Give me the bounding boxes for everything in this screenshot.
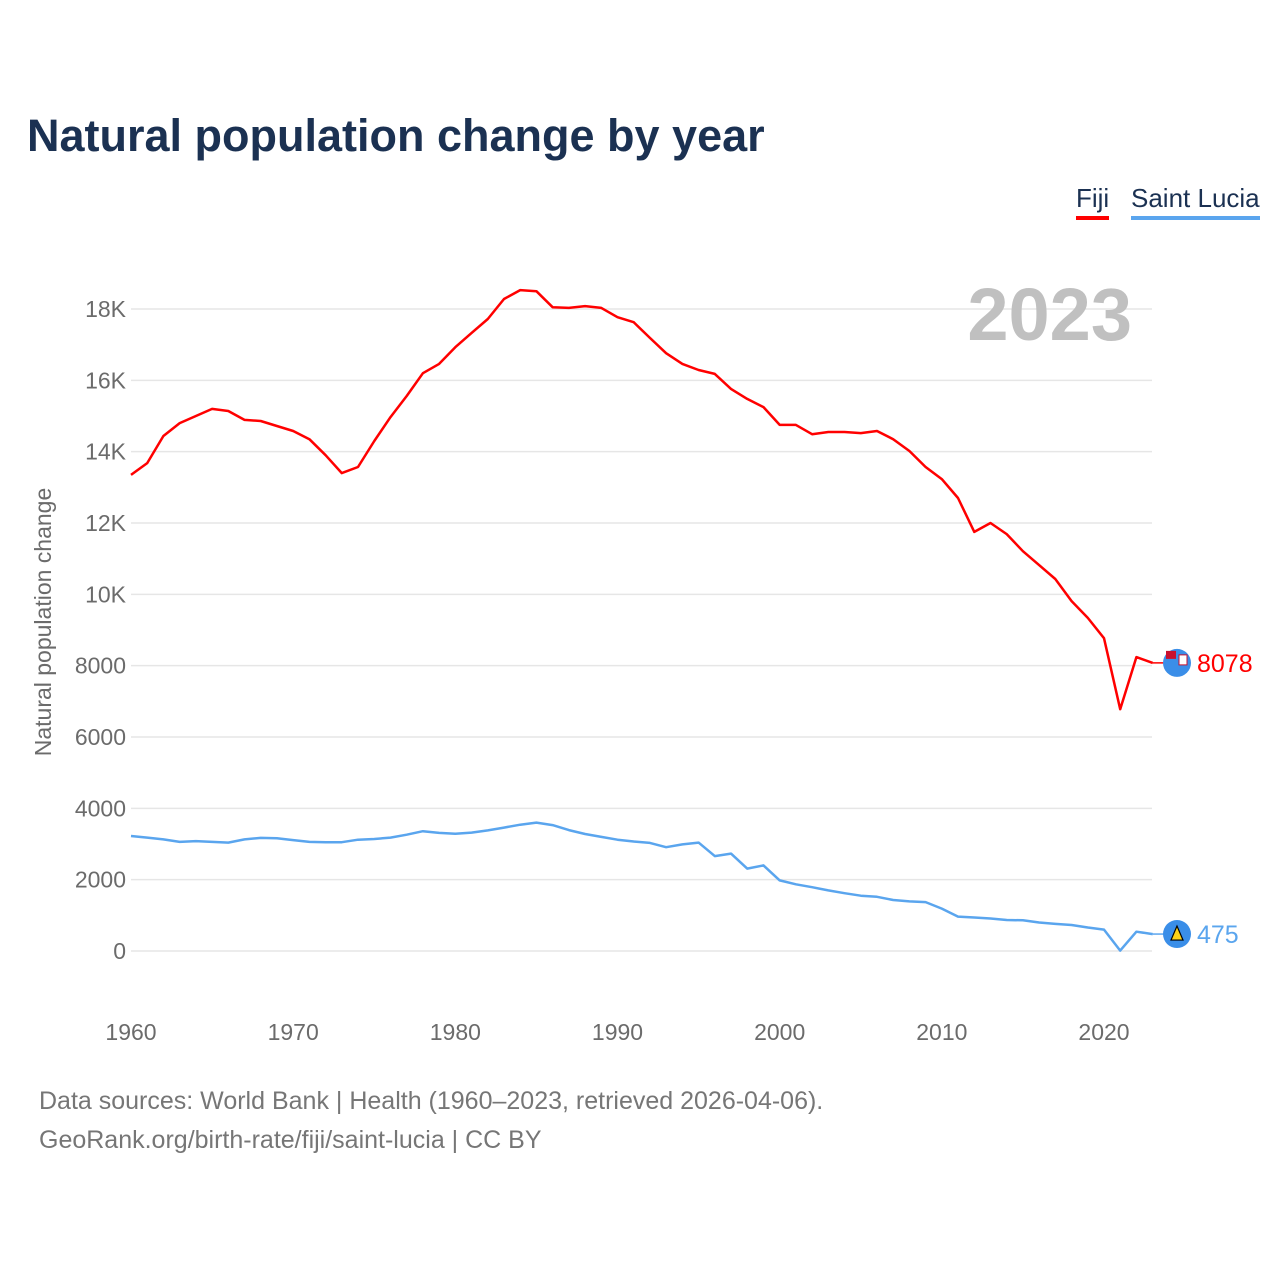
flag-shield bbox=[1178, 654, 1188, 666]
y-tick-label: 6000 bbox=[75, 724, 126, 750]
footer-link[interactable]: GeoRank.org/birth-rate/fiji/saint-lucia … bbox=[39, 1126, 542, 1154]
end-value-label-saint-lucia: 475 bbox=[1197, 921, 1239, 949]
y-tick-label: 8000 bbox=[75, 653, 126, 679]
y-tick-label: 0 bbox=[113, 938, 126, 964]
chart-title: Natural population change by year bbox=[27, 110, 765, 161]
y-tick-label: 18K bbox=[85, 296, 127, 322]
legend-item-saint-lucia[interactable]: Saint Lucia bbox=[1131, 183, 1260, 220]
y-tick-label: 4000 bbox=[75, 795, 126, 821]
x-tick-label: 1990 bbox=[592, 1019, 643, 1045]
x-tick-label: 1970 bbox=[268, 1019, 319, 1045]
x-tick-label: 2010 bbox=[916, 1019, 967, 1045]
x-tick-label: 1980 bbox=[430, 1019, 481, 1045]
series-line-fiji bbox=[130, 288, 1154, 711]
legend-item-fiji[interactable]: Fiji bbox=[1076, 183, 1110, 220]
x-tick-label: 1960 bbox=[105, 1019, 156, 1045]
y-tick-label: 14K bbox=[85, 439, 127, 465]
x-tick-label: 2000 bbox=[754, 1019, 805, 1045]
x-tick-label: 2020 bbox=[1078, 1019, 1129, 1045]
series-line-saint-lucia bbox=[130, 821, 1153, 952]
y-axis-label: Natural population change bbox=[30, 488, 56, 757]
saint-lucia-flag-icon bbox=[1163, 920, 1191, 949]
footer-sources: Data sources: World Bank | Health (1960–… bbox=[39, 1087, 824, 1115]
y-axis-ticks: 0 2000 4000 6000 8000 10K 12K 14K 16K 18K bbox=[75, 296, 127, 964]
flag-triangle bbox=[1170, 924, 1184, 941]
fiji-flag-icon bbox=[1163, 648, 1191, 677]
y-tick-label: 10K bbox=[85, 581, 127, 607]
y-tick-label: 12K bbox=[85, 510, 127, 536]
y-tick-label: 2000 bbox=[75, 867, 126, 893]
x-axis-ticks: 1960 1970 1980 1990 2000 2010 2020 bbox=[105, 1019, 1129, 1045]
grid-lines bbox=[131, 308, 1152, 952]
end-value-label-fiji: 8078 bbox=[1197, 650, 1253, 678]
flag-canton bbox=[1166, 650, 1176, 659]
end-markers: 8078 475 bbox=[1152, 648, 1253, 949]
y-tick-label: 16K bbox=[85, 367, 127, 393]
year-watermark: 2023 bbox=[967, 273, 1132, 356]
series-lines bbox=[130, 288, 1154, 952]
